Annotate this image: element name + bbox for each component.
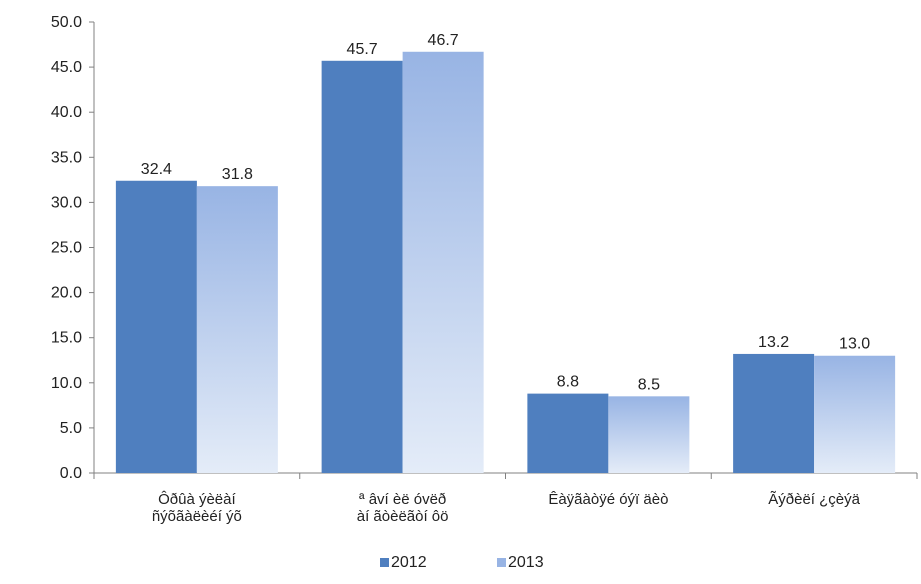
category-label-0: Ôðûà ýèëàí (158, 491, 236, 508)
data-label-2013-1: 46.7 (428, 32, 459, 49)
y-tick-label: 15.0 (51, 330, 82, 347)
y-tick-label: 35.0 (51, 149, 82, 166)
legend-swatch-2012 (380, 558, 389, 567)
y-tick-label: 20.0 (51, 285, 82, 302)
bar-2013-0 (196, 186, 278, 473)
bar-2013-2 (608, 396, 690, 473)
data-label-2013-2: 8.5 (638, 376, 660, 393)
bar-2012-3 (733, 353, 815, 473)
data-label-2013-0: 31.8 (222, 166, 253, 183)
y-tick-label: 40.0 (51, 104, 82, 121)
data-label-2012-3: 13.2 (758, 334, 789, 351)
bar-2013-1 (402, 51, 484, 474)
category-label-2: Êàÿãàòÿé óýï äèò (548, 491, 668, 508)
category-label-3: Ãýðèëí ¿çèýä (768, 491, 860, 508)
y-tick-label: 5.0 (60, 420, 82, 437)
data-label-2012-1: 45.7 (347, 41, 378, 58)
data-label-2013-3: 13.0 (839, 336, 870, 353)
data-label-2012-2: 8.8 (557, 374, 579, 391)
data-label-2012-0: 32.4 (141, 161, 172, 178)
bar-2013-3 (814, 355, 896, 473)
legend-label-2013: 2013 (508, 554, 544, 571)
bars (115, 51, 896, 474)
y-tick-label: 50.0 (51, 14, 82, 31)
bar-2012-0 (115, 180, 197, 473)
legend: 2012 2013 (380, 554, 544, 571)
y-axis: 0.0 5.0 10.0 15.0 20.0 25.0 30.0 35.0 40.0 45.0 50… (51, 14, 95, 482)
bar-2012-1 (321, 60, 403, 473)
y-tick-label: 30.0 (51, 194, 82, 211)
category-label-1: àí ãòèëãòí ôö (357, 508, 449, 525)
category-label-0: ñýõãàëèéí ýõ (152, 508, 242, 525)
bar-2012-2 (527, 393, 609, 473)
legend-swatch-2013 (497, 558, 506, 567)
y-tick-label: 25.0 (51, 240, 82, 257)
y-tick-label: 10.0 (51, 375, 82, 392)
y-tick-label: 0.0 (60, 465, 82, 482)
data-labels: 32.4 31.8 45.7 46.7 8.8 8.5 13.2 13.0 (141, 32, 870, 394)
category-label-1: ª âví èë óvëð (359, 491, 446, 508)
x-axis (93, 472, 918, 479)
y-tick-label: 45.0 (51, 59, 82, 76)
legend-label-2012: 2012 (391, 554, 427, 571)
